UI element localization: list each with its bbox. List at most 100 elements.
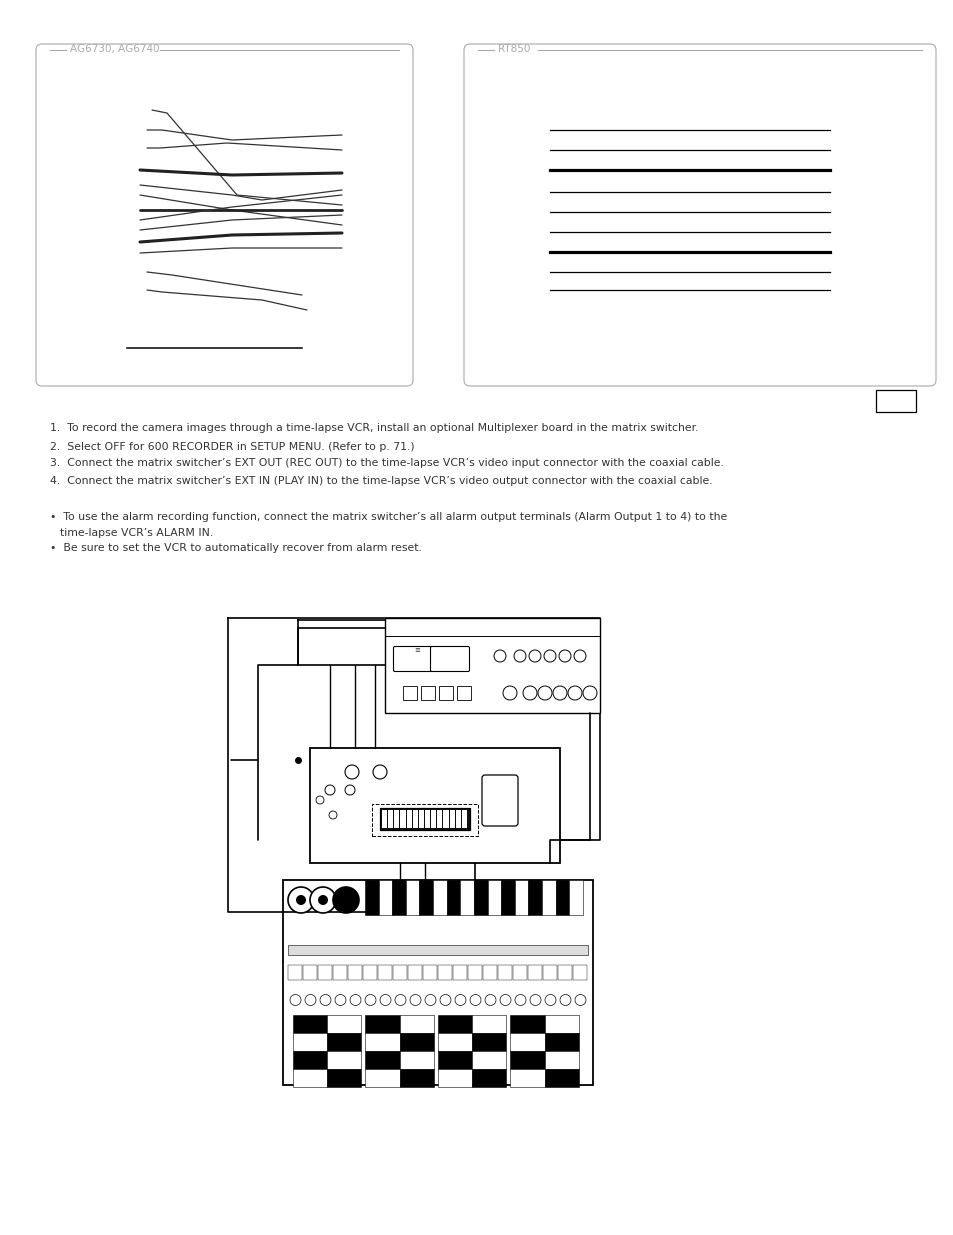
Bar <box>544 1032 578 1051</box>
Bar <box>437 1032 472 1051</box>
Text: RT850: RT850 <box>497 44 530 54</box>
Bar <box>446 881 460 915</box>
Bar <box>310 748 559 863</box>
Bar <box>372 804 477 836</box>
Bar <box>497 965 512 981</box>
Bar <box>394 810 399 827</box>
Bar <box>468 965 481 981</box>
Bar <box>399 1015 434 1032</box>
Bar <box>420 685 435 700</box>
Bar <box>875 390 915 412</box>
Bar <box>327 1070 361 1087</box>
Text: •  Be sure to set the VCR to automatically recover from alarm reset.: • Be sure to set the VCR to automaticall… <box>50 543 421 553</box>
Bar <box>510 1032 544 1051</box>
Bar <box>528 881 541 915</box>
Bar <box>510 1070 544 1087</box>
Bar <box>460 881 474 915</box>
Bar <box>293 1032 327 1051</box>
Text: 2.  Select OFF for 600 RECORDER in SETUP MENU. (Refer to p. 71.): 2. Select OFF for 600 RECORDER in SETUP … <box>50 442 415 452</box>
Bar <box>363 965 376 981</box>
Bar <box>472 1015 506 1032</box>
Bar <box>365 1051 399 1070</box>
Text: time-lapse VCR’s ALARM IN.: time-lapse VCR’s ALARM IN. <box>60 529 213 538</box>
Bar <box>472 1032 506 1051</box>
Bar <box>392 881 405 915</box>
Bar <box>327 1051 361 1070</box>
Bar <box>541 881 556 915</box>
Bar <box>419 881 433 915</box>
FancyBboxPatch shape <box>463 44 935 387</box>
Bar <box>443 810 448 827</box>
Bar <box>293 1015 327 1032</box>
Bar <box>402 685 416 700</box>
Bar <box>379 808 470 830</box>
Bar <box>542 965 557 981</box>
Bar <box>422 965 436 981</box>
Bar <box>288 945 587 955</box>
Bar <box>388 810 393 827</box>
Circle shape <box>295 895 306 905</box>
Bar <box>378 881 392 915</box>
Bar <box>405 881 419 915</box>
Bar <box>408 965 421 981</box>
Bar <box>510 1015 544 1032</box>
Bar <box>418 810 423 827</box>
Bar <box>453 965 467 981</box>
Bar <box>510 1051 544 1070</box>
Bar <box>327 1015 361 1032</box>
Bar <box>544 1070 578 1087</box>
Bar <box>365 881 378 915</box>
Bar <box>437 1015 472 1032</box>
Bar <box>399 1032 434 1051</box>
FancyBboxPatch shape <box>36 44 413 387</box>
Bar <box>527 965 541 981</box>
Bar <box>573 965 586 981</box>
Bar <box>303 965 316 981</box>
Text: 1.  To record the camera images through a time-lapse VCR, install an optional Mu: 1. To record the camera images through a… <box>50 424 698 433</box>
Bar <box>381 810 387 827</box>
FancyBboxPatch shape <box>430 646 469 672</box>
Bar <box>385 618 599 713</box>
Bar <box>438 685 453 700</box>
FancyBboxPatch shape <box>481 776 517 826</box>
Bar <box>413 810 417 827</box>
Circle shape <box>317 895 328 905</box>
Bar <box>449 810 455 827</box>
Bar <box>500 881 515 915</box>
Bar <box>399 1070 434 1087</box>
Bar <box>293 1051 327 1070</box>
Bar <box>556 881 569 915</box>
Bar <box>437 1070 472 1087</box>
Text: ≡: ≡ <box>414 647 419 653</box>
Bar <box>569 881 582 915</box>
Bar <box>431 810 436 827</box>
Bar <box>544 1015 578 1032</box>
Bar <box>456 810 460 827</box>
FancyBboxPatch shape <box>393 646 432 672</box>
Bar <box>406 810 412 827</box>
Bar <box>482 965 497 981</box>
Bar <box>333 965 347 981</box>
Bar <box>513 965 526 981</box>
Bar <box>487 881 500 915</box>
Bar <box>283 881 593 1086</box>
Text: AG6730, AG6740: AG6730, AG6740 <box>70 44 159 54</box>
Circle shape <box>333 887 358 913</box>
Circle shape <box>288 887 314 913</box>
Bar <box>436 810 442 827</box>
Bar <box>327 1032 361 1051</box>
Bar <box>558 965 572 981</box>
Bar <box>288 965 302 981</box>
Bar <box>437 965 452 981</box>
Bar <box>474 881 487 915</box>
Bar <box>461 810 467 827</box>
Bar <box>365 1015 399 1032</box>
Bar <box>365 1070 399 1087</box>
Bar <box>437 1051 472 1070</box>
Text: 4.  Connect the matrix switcher’s EXT IN (PLAY IN) to the time-lapse VCR’s video: 4. Connect the matrix switcher’s EXT IN … <box>50 475 712 487</box>
Bar <box>399 1051 434 1070</box>
Bar <box>424 810 430 827</box>
Bar <box>400 810 405 827</box>
Bar <box>472 1051 506 1070</box>
Bar <box>456 685 471 700</box>
